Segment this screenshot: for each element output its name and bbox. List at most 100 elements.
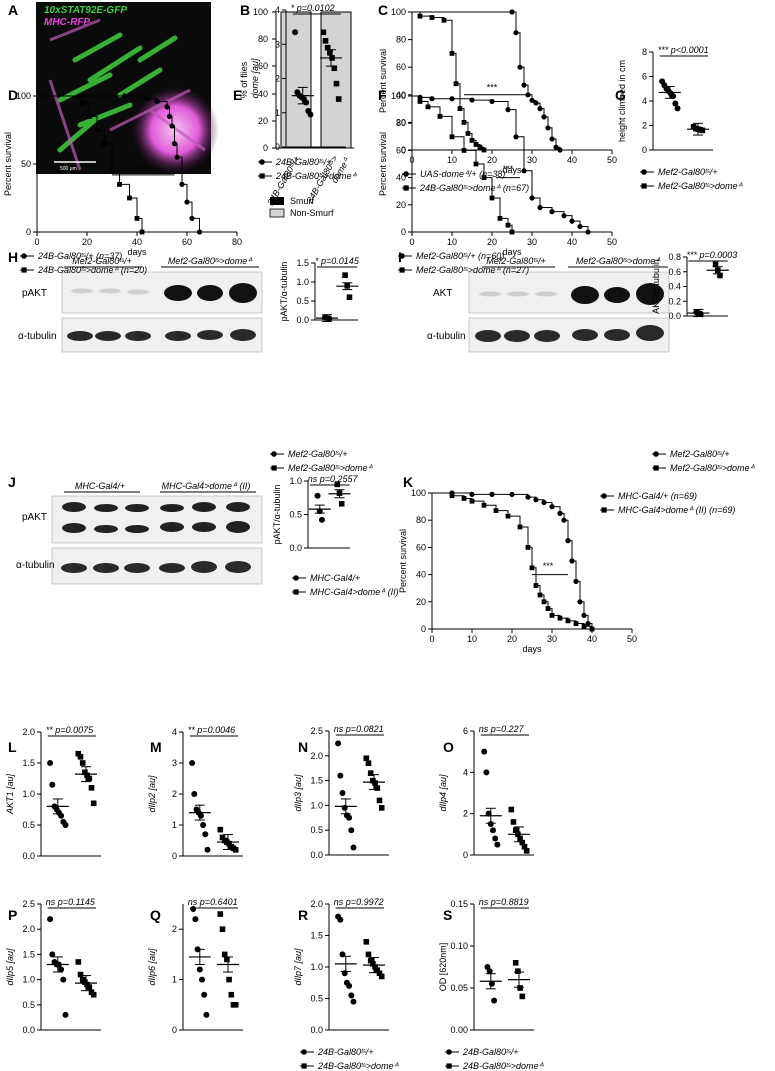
survival-point <box>461 120 467 125</box>
survival-point <box>429 15 435 20</box>
data-point <box>350 844 357 851</box>
legend-label: MHC-Gal4>domeᐞ (II) (n=69) <box>618 505 735 515</box>
survival-point <box>561 517 567 523</box>
significance-marker: * p=0.0145 <box>315 256 360 266</box>
data-point <box>483 769 490 776</box>
panel-h-chart: 0.0 0.5 1.0 1.5 pAKT/α-tubulin * p=0.0145 <box>279 256 360 325</box>
data-point <box>372 964 378 970</box>
legend-label: 24B-Gal80ᵗˢ/+ (n=37) <box>37 251 122 261</box>
legend-marker <box>259 173 265 179</box>
y-tick-label: 0 <box>275 142 280 152</box>
data-point <box>378 805 385 811</box>
survival-point <box>94 127 100 133</box>
x-tick-label: 10 <box>467 634 477 644</box>
blot-h-group2: Mef2-Gal80ᵗˢ>domeᐞ <box>168 256 253 266</box>
survival-point <box>505 513 511 519</box>
survival-point <box>417 13 423 19</box>
survival-line <box>432 492 593 629</box>
data-point <box>376 797 383 804</box>
data-point <box>674 105 681 112</box>
survival-point <box>417 99 423 104</box>
data-point <box>228 991 235 998</box>
y-tick-label: 0.0 <box>22 851 35 861</box>
panel-letter: K <box>403 474 413 490</box>
survival-point <box>457 106 463 111</box>
x-tick-label: 0 <box>34 237 39 247</box>
x-tick-label: 30 <box>547 634 557 644</box>
y-tick-label: 0.0 <box>22 1025 35 1035</box>
significance-marker: ns p=0.9972 <box>334 897 384 907</box>
x-tick-label: 50 <box>607 155 617 165</box>
survival-point <box>437 114 443 119</box>
data-point <box>219 834 226 841</box>
svg-text:20: 20 <box>258 116 268 126</box>
survival-point <box>537 592 543 598</box>
data-point <box>322 38 329 44</box>
legend-label: Mef2-Gal80ᵗˢ>domeᐞ <box>658 181 743 191</box>
svg-text:80: 80 <box>258 34 268 44</box>
legend-marker <box>653 451 659 457</box>
data-point <box>486 968 493 975</box>
y-tick-label: 80 <box>416 515 426 525</box>
legend-label: 24B-Gal80ᵗˢ/+ <box>462 1047 518 1057</box>
y-tick-label: 20 <box>396 117 406 127</box>
survival-point <box>429 96 435 102</box>
data-point <box>58 966 65 973</box>
data-point <box>481 748 488 755</box>
data-point <box>365 760 372 767</box>
data-point <box>224 956 230 963</box>
data-point <box>84 772 90 779</box>
data-point <box>487 821 494 827</box>
survival-point <box>565 538 571 544</box>
data-point <box>492 835 499 842</box>
y-tick-label: 2.5 <box>310 726 323 736</box>
y-tick-label: 1 <box>172 820 177 830</box>
y-axis-label: AKT/α-tubulin <box>651 259 661 314</box>
data-point <box>699 127 706 134</box>
data-point <box>378 973 385 980</box>
y-axis-label: Percent survival <box>378 132 388 196</box>
y-tick-label: 2.0 <box>22 924 35 934</box>
svg-text:100: 100 <box>253 7 268 17</box>
blot-i-group2: Mef2-Gal80ᵗˢ>domeᐞ <box>576 256 661 266</box>
survival-point <box>196 229 203 235</box>
survival-point <box>489 98 495 105</box>
y-tick-label: 0.5 <box>310 994 323 1004</box>
data-point <box>318 516 325 523</box>
y-tick-label: 20 <box>396 200 406 210</box>
data-point <box>346 814 353 821</box>
blot-j: MHC-Gal4/+ MHC-Gal4>domeᐞ (II) pAKT α-tu… <box>16 481 263 585</box>
data-point <box>86 775 93 782</box>
survival-point <box>509 9 515 15</box>
survival-point <box>557 147 563 153</box>
x-axis-label: days <box>127 247 147 257</box>
y-tick-label: 2.5 <box>22 899 35 909</box>
survival-point <box>184 199 190 205</box>
legend-label: MHC-Gal4>domeᐞ (II) <box>310 587 399 597</box>
survival-point <box>189 215 195 221</box>
significance-marker: ns p=0.1145 <box>46 897 96 907</box>
panel-letter: D <box>8 87 18 103</box>
data-point <box>331 65 338 72</box>
survival-line <box>432 492 593 629</box>
y-tick-label: 2.0 <box>310 751 323 761</box>
y-tick-label: 0 <box>172 851 177 861</box>
panel-p-chart: 0.0 0.5 1.0 1.5 2.0 2.5 dIlp5 [au] ns p=0.1145 <box>5 897 101 1035</box>
y-tick-label: 0 <box>172 1025 177 1035</box>
survival-point <box>87 114 92 119</box>
legend-marker <box>446 1063 452 1069</box>
panel-letter: J <box>8 474 16 490</box>
y-tick-label: 0.0 <box>289 543 302 553</box>
data-point <box>219 926 226 932</box>
y-tick-label: 100 <box>391 7 406 17</box>
data-point <box>199 976 205 983</box>
data-point <box>217 826 224 833</box>
data-point <box>491 997 498 1004</box>
survival-point <box>489 195 495 201</box>
survival-point <box>525 545 531 550</box>
legend-marker <box>271 465 277 471</box>
data-point <box>376 970 383 977</box>
data-point <box>697 310 704 317</box>
data-point <box>717 272 723 279</box>
